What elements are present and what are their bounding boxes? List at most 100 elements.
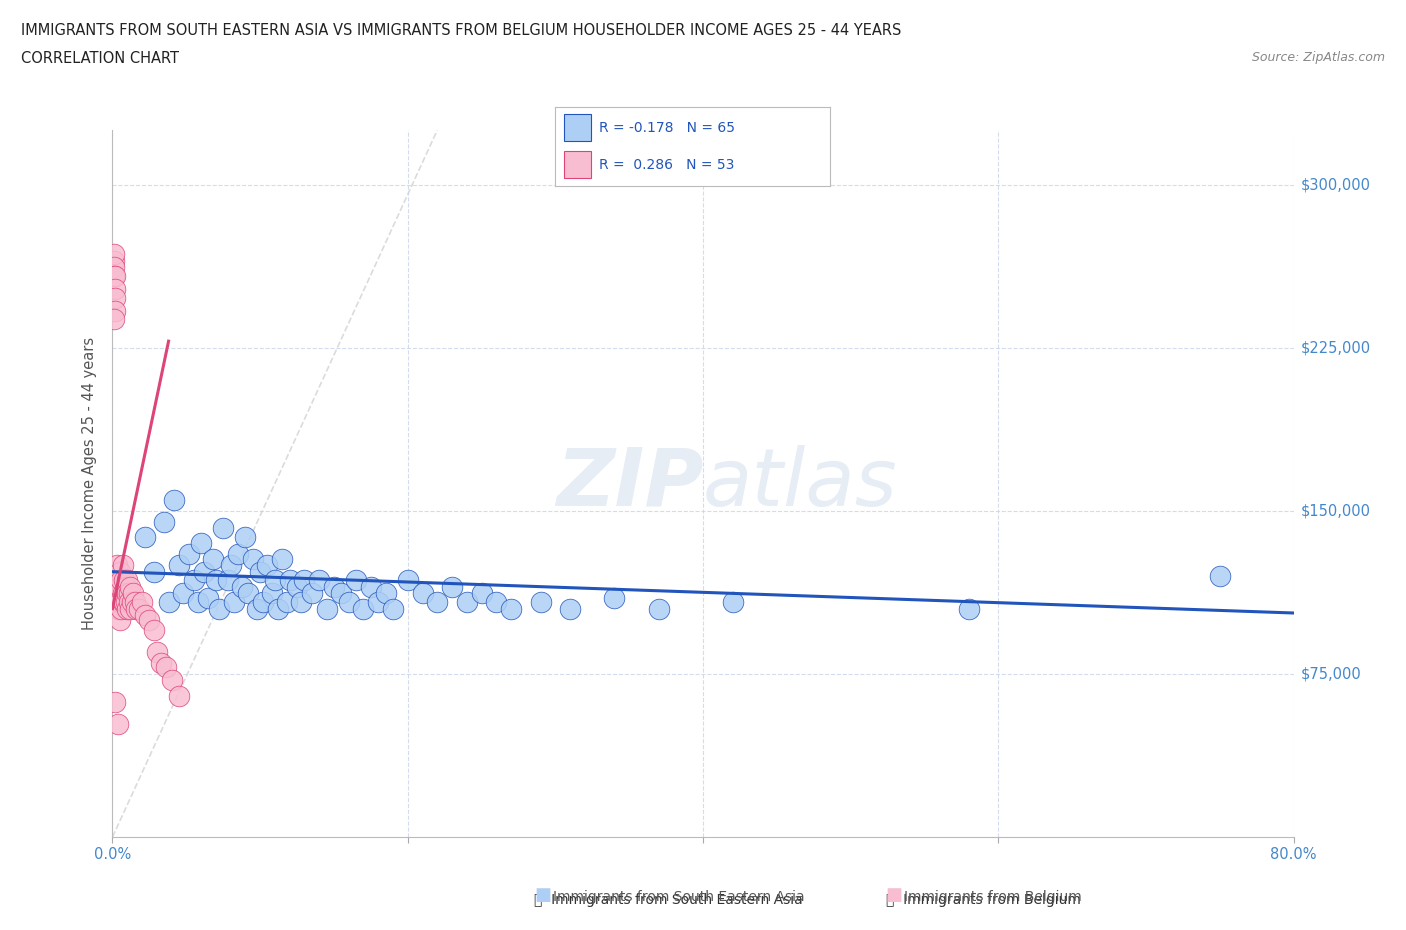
Point — [330, 586, 353, 601]
Point — [957, 601, 980, 616]
Point — [104, 568, 127, 583]
Text: $300,000: $300,000 — [1301, 177, 1371, 193]
Point — [107, 716, 129, 731]
Point — [179, 547, 201, 562]
Point — [456, 594, 478, 609]
Text: ZIP: ZIP — [555, 445, 703, 523]
Point — [108, 579, 131, 594]
Point — [157, 594, 180, 609]
Point — [396, 573, 419, 588]
Point — [155, 660, 177, 675]
Point — [271, 551, 294, 566]
Point — [122, 586, 145, 601]
Text: Immigrants from Belgium: Immigrants from Belgium — [904, 890, 1081, 904]
Point — [108, 565, 131, 579]
Point — [142, 623, 165, 638]
Point — [501, 601, 523, 616]
Point — [301, 586, 323, 601]
Point — [212, 521, 235, 536]
Point — [558, 601, 582, 616]
Point — [104, 303, 127, 318]
Point — [142, 565, 165, 579]
Point — [105, 579, 128, 594]
Point — [118, 594, 141, 609]
Point — [112, 594, 135, 609]
Point — [470, 586, 494, 601]
Point — [120, 579, 142, 594]
Point — [201, 551, 224, 566]
Point — [441, 579, 464, 594]
Point — [114, 579, 136, 594]
Point — [252, 594, 274, 609]
Point — [103, 259, 125, 274]
Point — [323, 579, 346, 594]
Point — [242, 551, 264, 566]
Text: R =  0.286   N = 53: R = 0.286 N = 53 — [599, 158, 734, 172]
Point — [121, 594, 143, 609]
Point — [111, 558, 134, 573]
Point — [117, 586, 138, 601]
Point — [721, 594, 744, 609]
Point — [131, 594, 153, 609]
Point — [111, 586, 134, 601]
Point — [110, 573, 132, 588]
Point — [117, 601, 138, 616]
Point — [217, 573, 239, 588]
Point — [367, 594, 389, 609]
Text: ■: ■ — [886, 886, 903, 904]
Point — [107, 586, 129, 601]
Point — [104, 269, 127, 284]
Point — [529, 594, 551, 609]
Point — [264, 573, 287, 588]
Point — [120, 601, 142, 616]
Text: atlas: atlas — [703, 445, 898, 523]
Point — [1208, 568, 1232, 583]
Text: ⬜  Immigrants from Belgium: ⬜ Immigrants from Belgium — [886, 893, 1081, 907]
Point — [249, 565, 271, 579]
Point — [285, 579, 308, 594]
Point — [382, 601, 405, 616]
Point — [150, 656, 173, 671]
Point — [260, 586, 283, 601]
Point — [125, 601, 148, 616]
Point — [134, 529, 156, 544]
Point — [308, 573, 330, 588]
Point — [146, 644, 169, 659]
Point — [163, 493, 186, 508]
Point — [426, 594, 449, 609]
Point — [485, 594, 508, 609]
Point — [374, 586, 396, 601]
Point — [276, 594, 298, 609]
Point — [104, 282, 127, 297]
Point — [107, 573, 129, 588]
Text: CORRELATION CHART: CORRELATION CHART — [21, 51, 179, 66]
Point — [411, 586, 433, 601]
Point — [246, 601, 269, 616]
Point — [219, 558, 242, 573]
Point — [111, 594, 134, 609]
Point — [160, 673, 183, 688]
Point — [233, 529, 256, 544]
Point — [205, 573, 228, 588]
Point — [124, 594, 146, 609]
Point — [256, 558, 278, 573]
Point — [153, 514, 176, 529]
Point — [360, 579, 382, 594]
Point — [105, 594, 128, 609]
Text: R = -0.178   N = 65: R = -0.178 N = 65 — [599, 121, 735, 135]
Point — [187, 594, 209, 609]
Point — [105, 558, 128, 573]
Point — [104, 695, 127, 710]
Text: Source: ZipAtlas.com: Source: ZipAtlas.com — [1251, 51, 1385, 64]
Point — [103, 253, 125, 268]
Text: IMMIGRANTS FROM SOUTH EASTERN ASIA VS IMMIGRANTS FROM BELGIUM HOUSEHOLDER INCOME: IMMIGRANTS FROM SOUTH EASTERN ASIA VS IM… — [21, 23, 901, 38]
Point — [117, 573, 138, 588]
Point — [222, 594, 245, 609]
Point — [167, 688, 190, 703]
Point — [190, 536, 212, 551]
Point — [118, 586, 141, 601]
Point — [208, 601, 231, 616]
Point — [110, 601, 132, 616]
Point — [108, 594, 131, 609]
Text: ⬜  Immigrants from South Eastern Asia: ⬜ Immigrants from South Eastern Asia — [534, 893, 803, 907]
